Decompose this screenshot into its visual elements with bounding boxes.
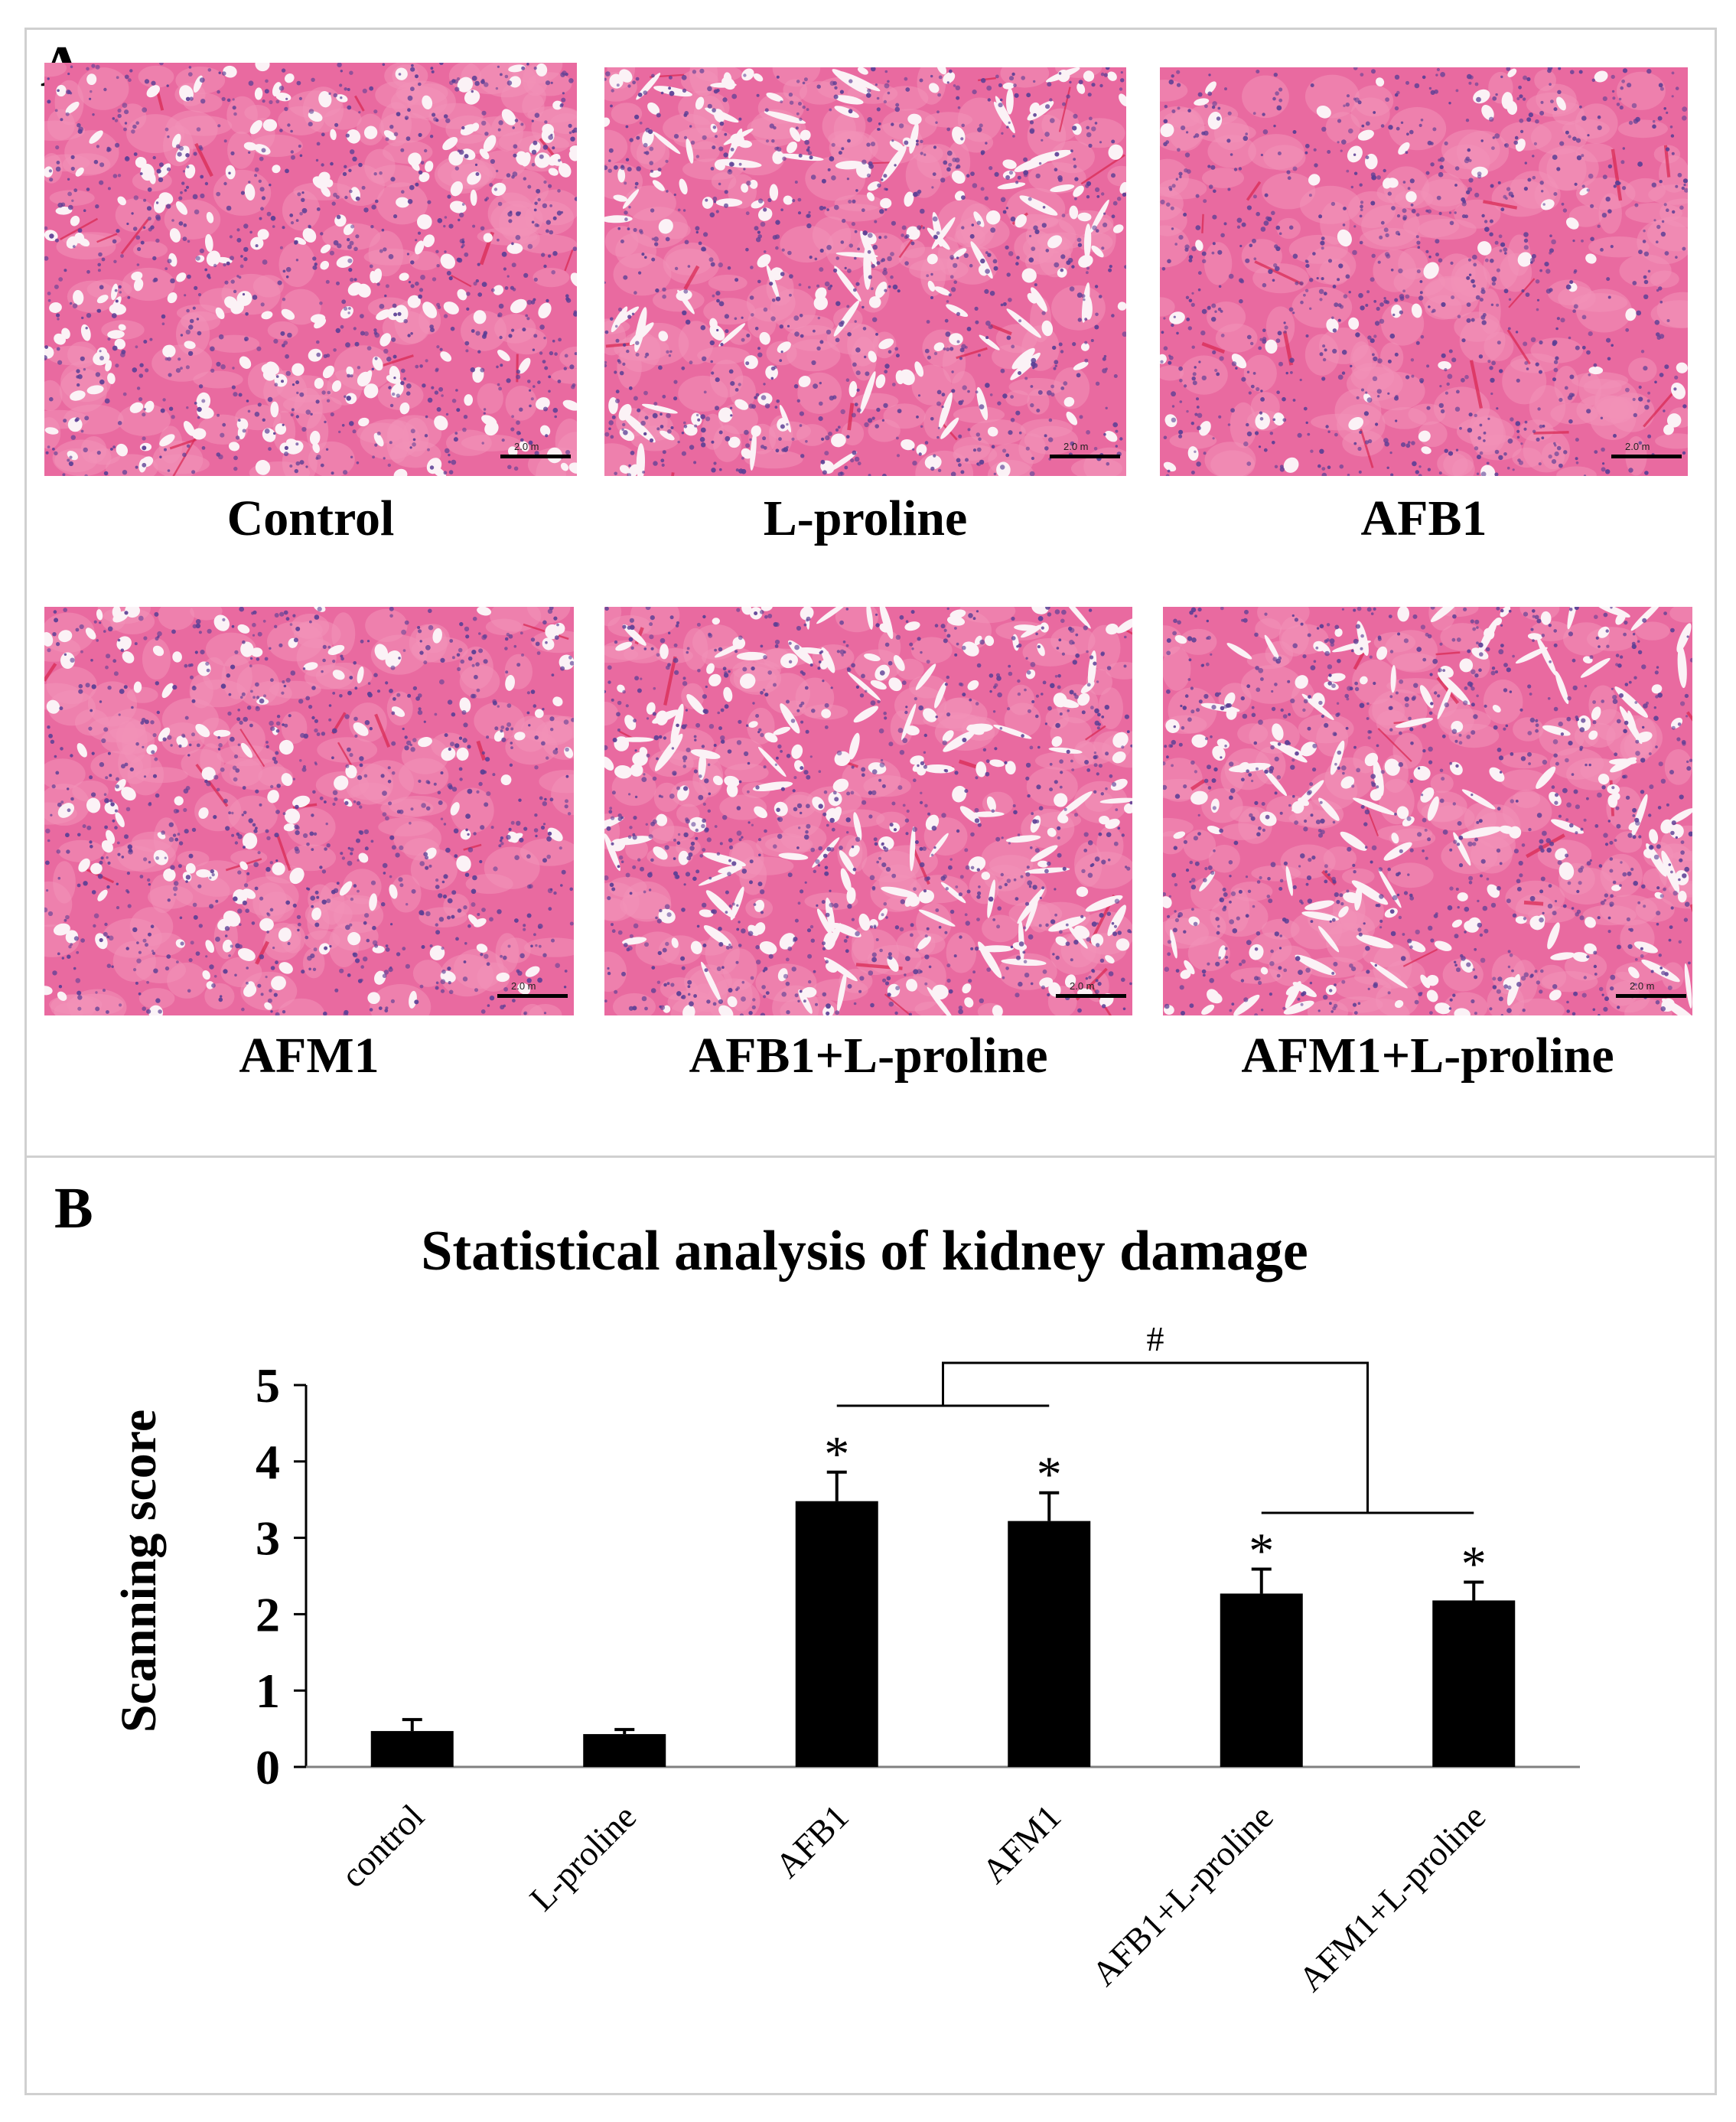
y-tick-label: 5 [256,1358,280,1413]
x-tick-label: AFB1+L-proline [1084,1797,1281,1993]
scale-bar-label: 2.0 m [514,441,539,452]
micrograph-afm1: 2.0 m [44,607,574,1015]
scale-bar [1050,455,1120,458]
y-tick-label: 1 [256,1664,280,1718]
scale-bar [1611,455,1682,458]
x-tick-label: AFM1 [974,1797,1068,1891]
bar-control [370,1731,454,1767]
bar-l-proline [583,1734,666,1767]
x-tick-label: control [334,1797,432,1895]
tissue-texture [44,607,574,1015]
micrograph-l-proline: 2.0 m [604,67,1126,476]
bar-afm1 [1008,1521,1091,1767]
x-tick-label: L-proline [522,1797,643,1918]
panel-b: B Statistical analysis of kidney damage S… [24,1156,1717,2095]
scale-bar-label: 2.0 m [1063,441,1089,452]
x-tick-label: AFB1 [767,1797,856,1886]
bar-chart: Statistical analysis of kidney damage Sca… [111,1220,1580,1999]
micrograph-afb1: 2.0 m [1160,67,1688,476]
y-axis-label: Scanning score [111,1410,167,1732]
scale-bar [500,455,571,458]
caption-afm1: AFM1 [239,1028,379,1084]
panel-b-label: B [54,1176,93,1240]
y-tick-label: 3 [256,1511,280,1566]
y-tick-label: 4 [256,1435,280,1489]
significance-star: * [1461,1536,1487,1592]
bar-afb1 [795,1501,878,1767]
scale-bar [1616,994,1686,998]
y-tick-label: 2 [256,1587,280,1641]
micrograph-afm1-l-proline: 2.0 m [1163,607,1692,1015]
significance-star: * [824,1426,849,1482]
tissue-texture [44,63,577,476]
significance-star: * [1249,1524,1274,1579]
caption-l-proline: L-proline [763,491,968,546]
scale-bar-label: 2.0 m [1070,980,1095,992]
tissue-texture [1160,67,1688,476]
caption-afm1-l-proline: AFM1+L-proline [1241,1028,1614,1084]
scale-bar-label: 2.0 m [511,980,536,992]
micrograph-control: 2.0 m [44,63,577,476]
significance-star: * [1037,1447,1062,1503]
scale-bar-label: 2.0 m [1630,980,1655,992]
tissue-texture [1163,607,1692,1015]
bracket-hash-marker: # [1147,1319,1164,1358]
tissue-texture [604,67,1126,476]
chart-title: Statistical analysis of kidney damage [421,1220,1308,1283]
scale-bar-label: 2.0 m [1625,441,1650,452]
bracket-connector [942,1361,1369,1513]
scale-bar [497,994,568,998]
y-tick-label: 0 [256,1740,280,1794]
caption-afb1: AFB1 [1360,491,1487,546]
micrograph-afb1-l-proline: 2.0 m [604,607,1132,1015]
tissue-texture [604,607,1132,1015]
bar-afm1-l-proline [1432,1600,1516,1767]
caption-afb1-l-proline: AFB1+L-proline [689,1028,1048,1084]
bar-afb1-l-proline [1220,1593,1303,1767]
caption-control: Control [226,491,395,546]
scale-bar [1056,994,1126,998]
x-tick-label: AFM1+L-proline [1291,1797,1493,1999]
